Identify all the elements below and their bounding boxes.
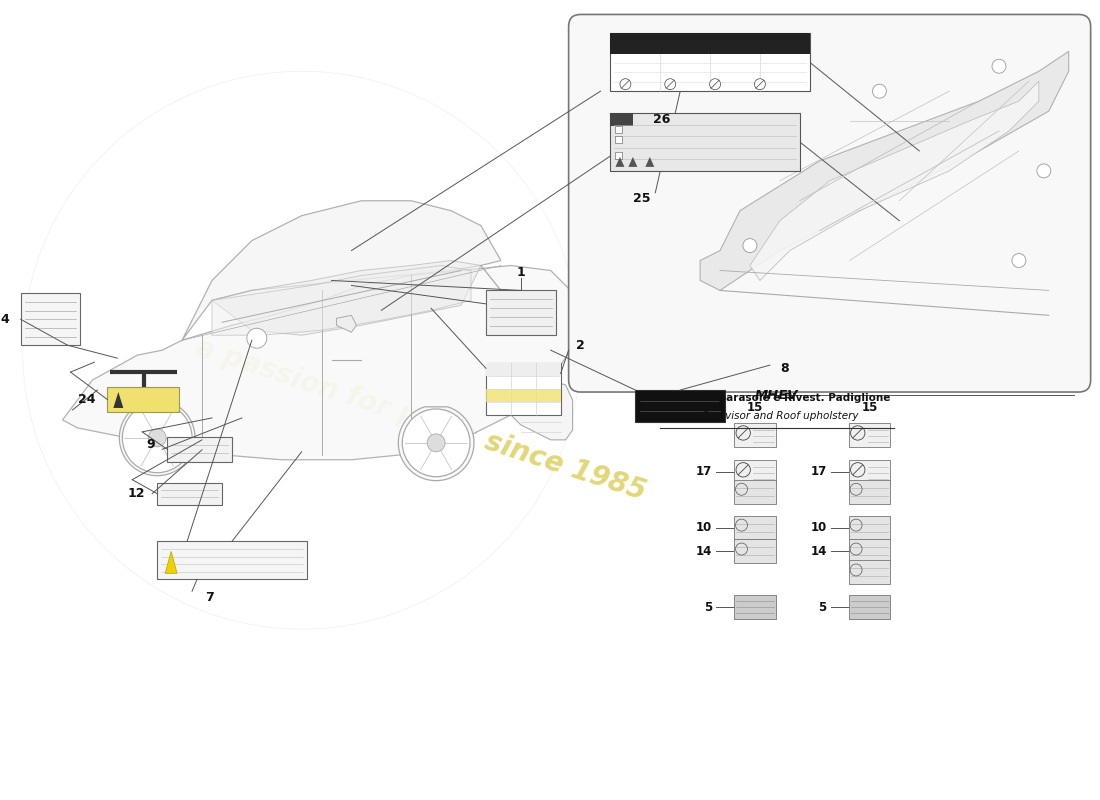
Text: 5: 5 (704, 601, 712, 614)
Text: 9: 9 (146, 438, 155, 451)
Text: 2: 2 (575, 338, 584, 352)
Bar (615, 126, 623, 133)
Bar (636, 390, 725, 422)
Polygon shape (337, 315, 356, 332)
Circle shape (992, 59, 1007, 74)
Polygon shape (750, 82, 1038, 281)
Circle shape (620, 78, 631, 90)
Polygon shape (165, 551, 177, 574)
Bar (108, 387, 179, 412)
Bar (610, 34, 810, 54)
Polygon shape (615, 157, 625, 167)
Polygon shape (63, 266, 575, 460)
Text: Pantine parasole e Rivest. Padiglione: Pantine parasole e Rivest. Padiglione (670, 393, 890, 403)
Bar (734, 539, 776, 563)
Text: 25: 25 (632, 192, 650, 206)
Text: 5: 5 (818, 601, 826, 614)
Text: 24: 24 (78, 393, 96, 406)
Polygon shape (500, 380, 573, 440)
Polygon shape (646, 157, 654, 167)
Circle shape (403, 409, 470, 477)
Bar (848, 460, 890, 484)
Text: Sun visor and Roof upholstery: Sun visor and Roof upholstery (702, 411, 858, 421)
Text: 12: 12 (128, 487, 145, 500)
Circle shape (742, 238, 757, 253)
Text: 17: 17 (811, 466, 826, 478)
Bar (734, 595, 776, 619)
Bar (486, 363, 561, 415)
Polygon shape (212, 261, 481, 335)
Circle shape (1037, 164, 1050, 178)
FancyBboxPatch shape (569, 14, 1090, 392)
Bar (848, 560, 890, 584)
Text: 17: 17 (696, 466, 712, 478)
Bar (21, 294, 80, 346)
Polygon shape (183, 201, 501, 340)
Polygon shape (119, 407, 195, 476)
Bar (157, 482, 222, 505)
Bar (610, 113, 800, 171)
Bar (610, 34, 810, 91)
Bar (486, 290, 556, 335)
Text: 1: 1 (516, 266, 525, 279)
Bar (848, 480, 890, 504)
Bar (848, 515, 890, 539)
Circle shape (427, 434, 446, 452)
Circle shape (1012, 254, 1026, 267)
Bar (610, 113, 634, 126)
Circle shape (122, 403, 192, 473)
Circle shape (664, 78, 675, 90)
Circle shape (246, 328, 267, 348)
Bar (848, 595, 890, 619)
Bar (848, 423, 890, 447)
Text: MHEV: MHEV (755, 389, 799, 402)
Text: 15: 15 (747, 402, 763, 414)
Circle shape (755, 78, 766, 90)
Polygon shape (212, 266, 471, 335)
Text: 4: 4 (0, 313, 9, 326)
Text: 10: 10 (811, 521, 826, 534)
Bar (734, 423, 776, 447)
Circle shape (148, 429, 166, 447)
Bar (848, 539, 890, 563)
Circle shape (710, 78, 720, 90)
Bar (167, 437, 232, 462)
Circle shape (872, 84, 887, 98)
Bar (486, 389, 561, 402)
Polygon shape (113, 392, 123, 408)
Text: 8: 8 (780, 362, 789, 374)
Bar (734, 515, 776, 539)
Bar (615, 152, 623, 159)
Polygon shape (700, 51, 1069, 290)
Text: 26: 26 (653, 113, 670, 126)
Text: 14: 14 (811, 545, 826, 558)
Polygon shape (500, 380, 561, 405)
Bar (734, 460, 776, 484)
Text: a passion for parts since 1985: a passion for parts since 1985 (192, 334, 650, 506)
Text: 15: 15 (861, 402, 878, 414)
Bar (486, 363, 561, 376)
Bar (734, 480, 776, 504)
Text: 14: 14 (695, 545, 712, 558)
Bar (615, 136, 623, 143)
Text: 10: 10 (696, 521, 712, 534)
Bar (157, 542, 307, 579)
Polygon shape (628, 157, 637, 167)
Text: 7: 7 (205, 590, 213, 604)
Polygon shape (398, 407, 474, 481)
